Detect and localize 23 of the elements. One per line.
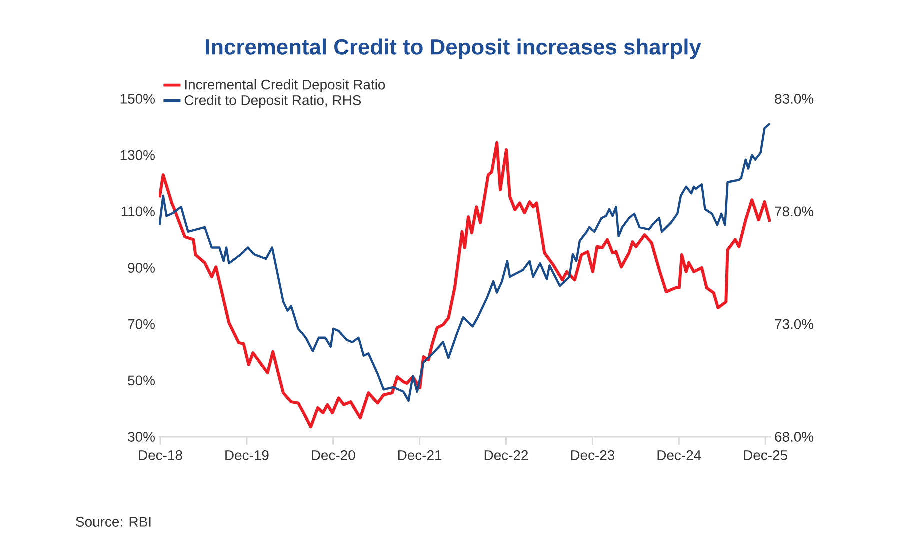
y-tick-label: 70%: [128, 319, 155, 330]
x-tick-label: Dec-22: [484, 450, 528, 460]
y-tick-label: 150%: [120, 94, 155, 104]
y-tick-label: 110%: [122, 206, 155, 217]
y-tick-label: 130%: [120, 150, 155, 160]
legend-label: Incremental Credit Deposit Ratio: [185, 80, 386, 93]
y2-tick-label: 78.0%: [775, 206, 814, 217]
y2-tick-label: 68.0%: [775, 432, 814, 442]
y2-tick-label: 83.0%: [775, 94, 814, 104]
x-tick-label: Dec-25: [744, 450, 788, 460]
x-tick-label: Dec-19: [226, 450, 269, 460]
y-tick-label: 50%: [128, 376, 155, 386]
y2-tick-label: 73.0%: [775, 319, 814, 330]
x-tick-label: Dec-21: [398, 450, 442, 460]
y-tick-label: 30%: [128, 432, 155, 442]
legend-label: Credit to Deposit Ratio, RHS: [184, 95, 362, 108]
x-tick-label: Dec-24: [658, 450, 702, 460]
y-tick-label: 90%: [128, 263, 155, 273]
chart-title: Incremental Credit to Deposit increases sharply: [206, 38, 702, 60]
x-tick-label: Dec-20: [312, 450, 356, 460]
x-tick-label: Dec-18: [139, 450, 182, 460]
source-note: Source: RBI: [76, 517, 151, 527]
x-tick-label: Dec-23: [571, 450, 615, 460]
